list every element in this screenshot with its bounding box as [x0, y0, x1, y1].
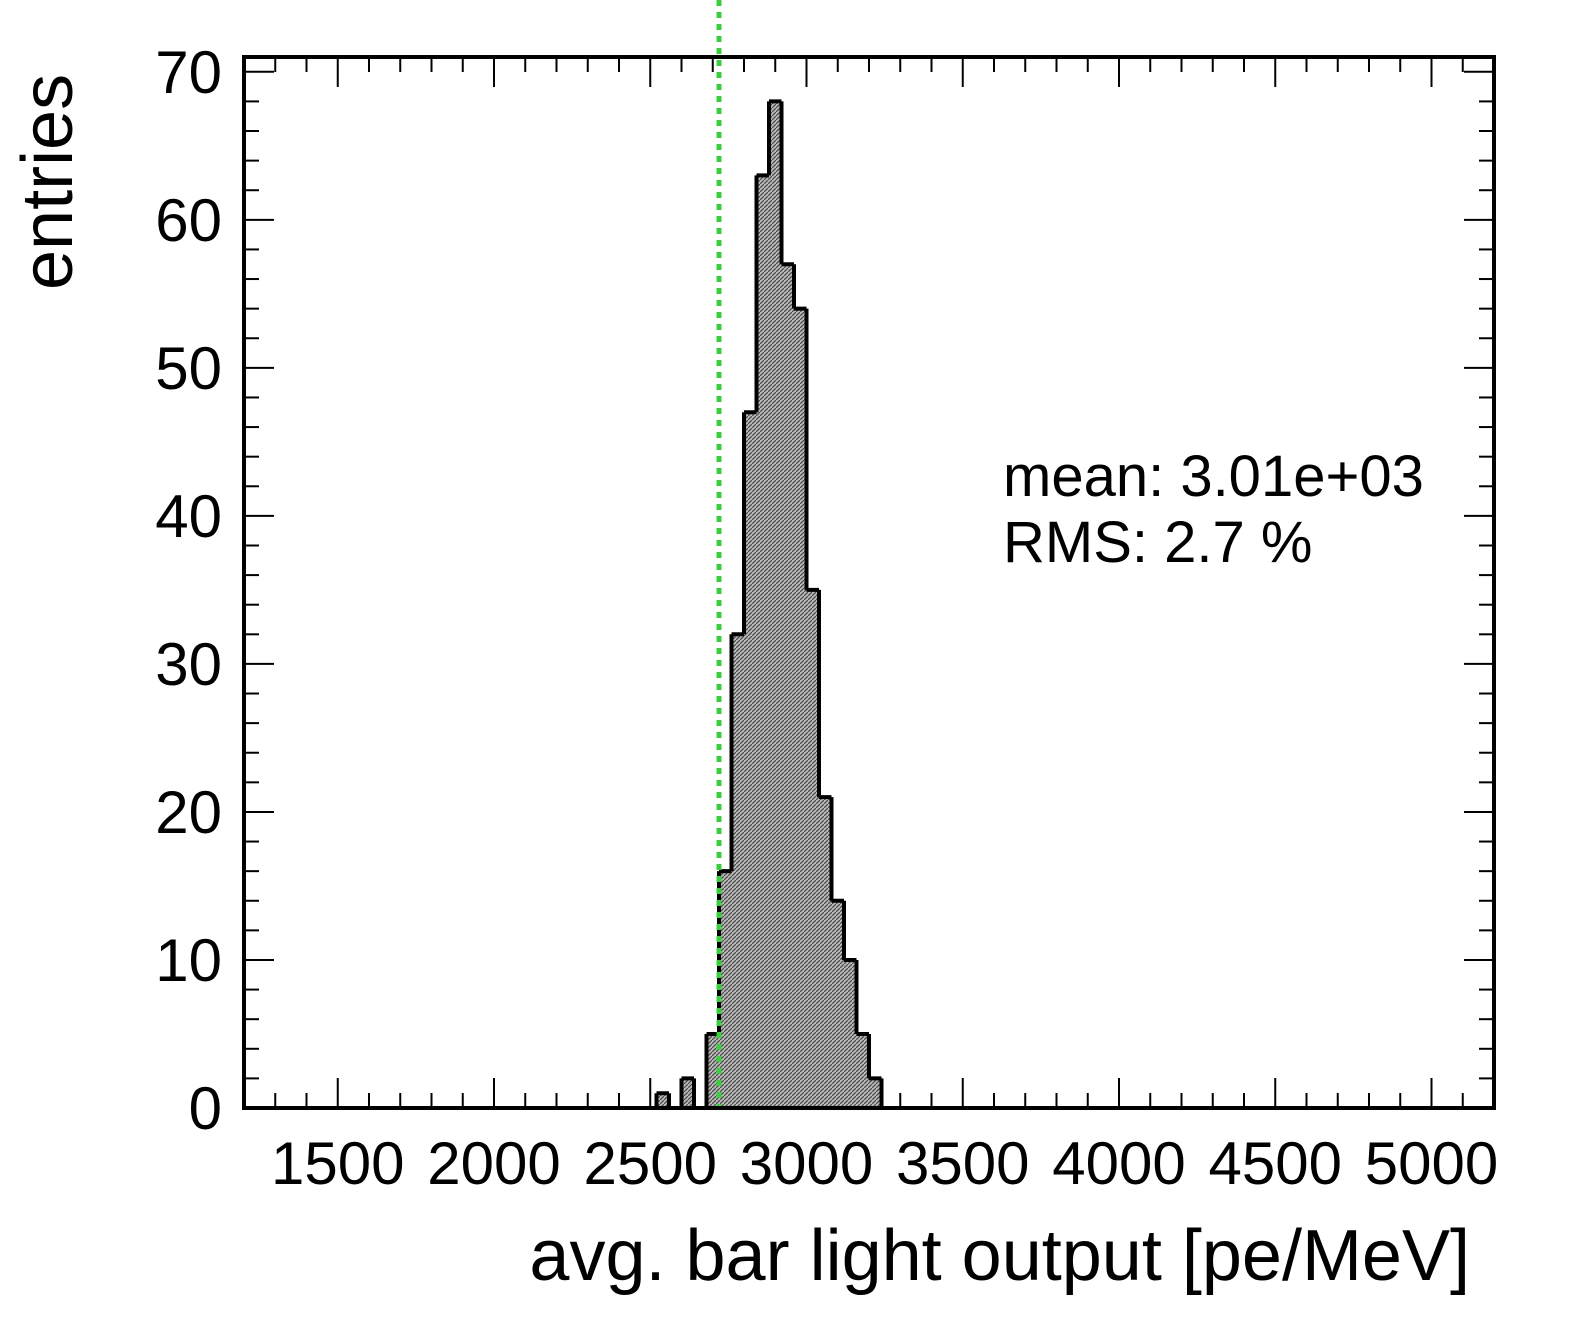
histogram-bar	[856, 1033, 869, 1108]
x-tick-label: 4500	[1209, 1130, 1342, 1197]
y-tick-label: 0	[189, 1075, 222, 1142]
y-tick-label: 70	[155, 39, 222, 106]
histogram-bar	[869, 1078, 882, 1108]
y-tick-label: 50	[155, 335, 222, 402]
y-tick-label: 60	[155, 187, 222, 254]
histogram-bar	[656, 1093, 669, 1108]
histogram-bar	[681, 1078, 694, 1108]
x-tick-label: 4000	[1052, 1130, 1185, 1197]
stats-rms-label: RMS: 2.7 %	[1003, 510, 1312, 575]
histogram-outline	[654, 99, 884, 1108]
histogram-bar	[706, 1033, 719, 1108]
y-axis-title: entries	[8, 74, 88, 290]
histogram-bar	[744, 412, 757, 1109]
y-tick-label: 40	[155, 483, 222, 550]
histogram-bar	[731, 634, 744, 1108]
x-tick-label: 3500	[896, 1130, 1029, 1197]
y-tick-labels: 0 10 20 30 40 50 60 70	[155, 39, 222, 1142]
x-tick-label: 5000	[1365, 1130, 1498, 1197]
y-axis-ticks	[244, 70, 1494, 1109]
histogram-bar	[719, 871, 732, 1108]
x-tick-label: 2000	[427, 1130, 560, 1197]
x-tick-label: 2500	[584, 1130, 717, 1197]
x-tick-label: 1500	[271, 1130, 404, 1197]
x-axis-title: avg. bar light output [pe/MeV]	[529, 1216, 1470, 1296]
histogram-bar	[831, 900, 844, 1108]
histogram-bar	[794, 308, 807, 1108]
histogram-bar	[844, 959, 857, 1108]
y-tick-label: 20	[155, 779, 222, 846]
plot-frame	[242, 55, 1496, 1110]
x-axis-ticks	[243, 57, 1495, 1108]
stats-mean-label: mean: 3.01e+03	[1003, 444, 1424, 509]
y-tick-label: 10	[155, 927, 222, 994]
histogram-bar	[781, 264, 794, 1108]
histogram-bars	[656, 101, 882, 1109]
x-tick-labels: 1500 2000 2500 3000 3500 4000 4500 5000	[271, 1130, 1498, 1197]
histogram-bar	[769, 101, 782, 1108]
x-tick-label: 3000	[740, 1130, 873, 1197]
histogram-bar	[819, 797, 832, 1108]
y-tick-label: 30	[155, 631, 222, 698]
histogram-bar	[756, 175, 769, 1108]
histogram-bar	[806, 589, 819, 1108]
